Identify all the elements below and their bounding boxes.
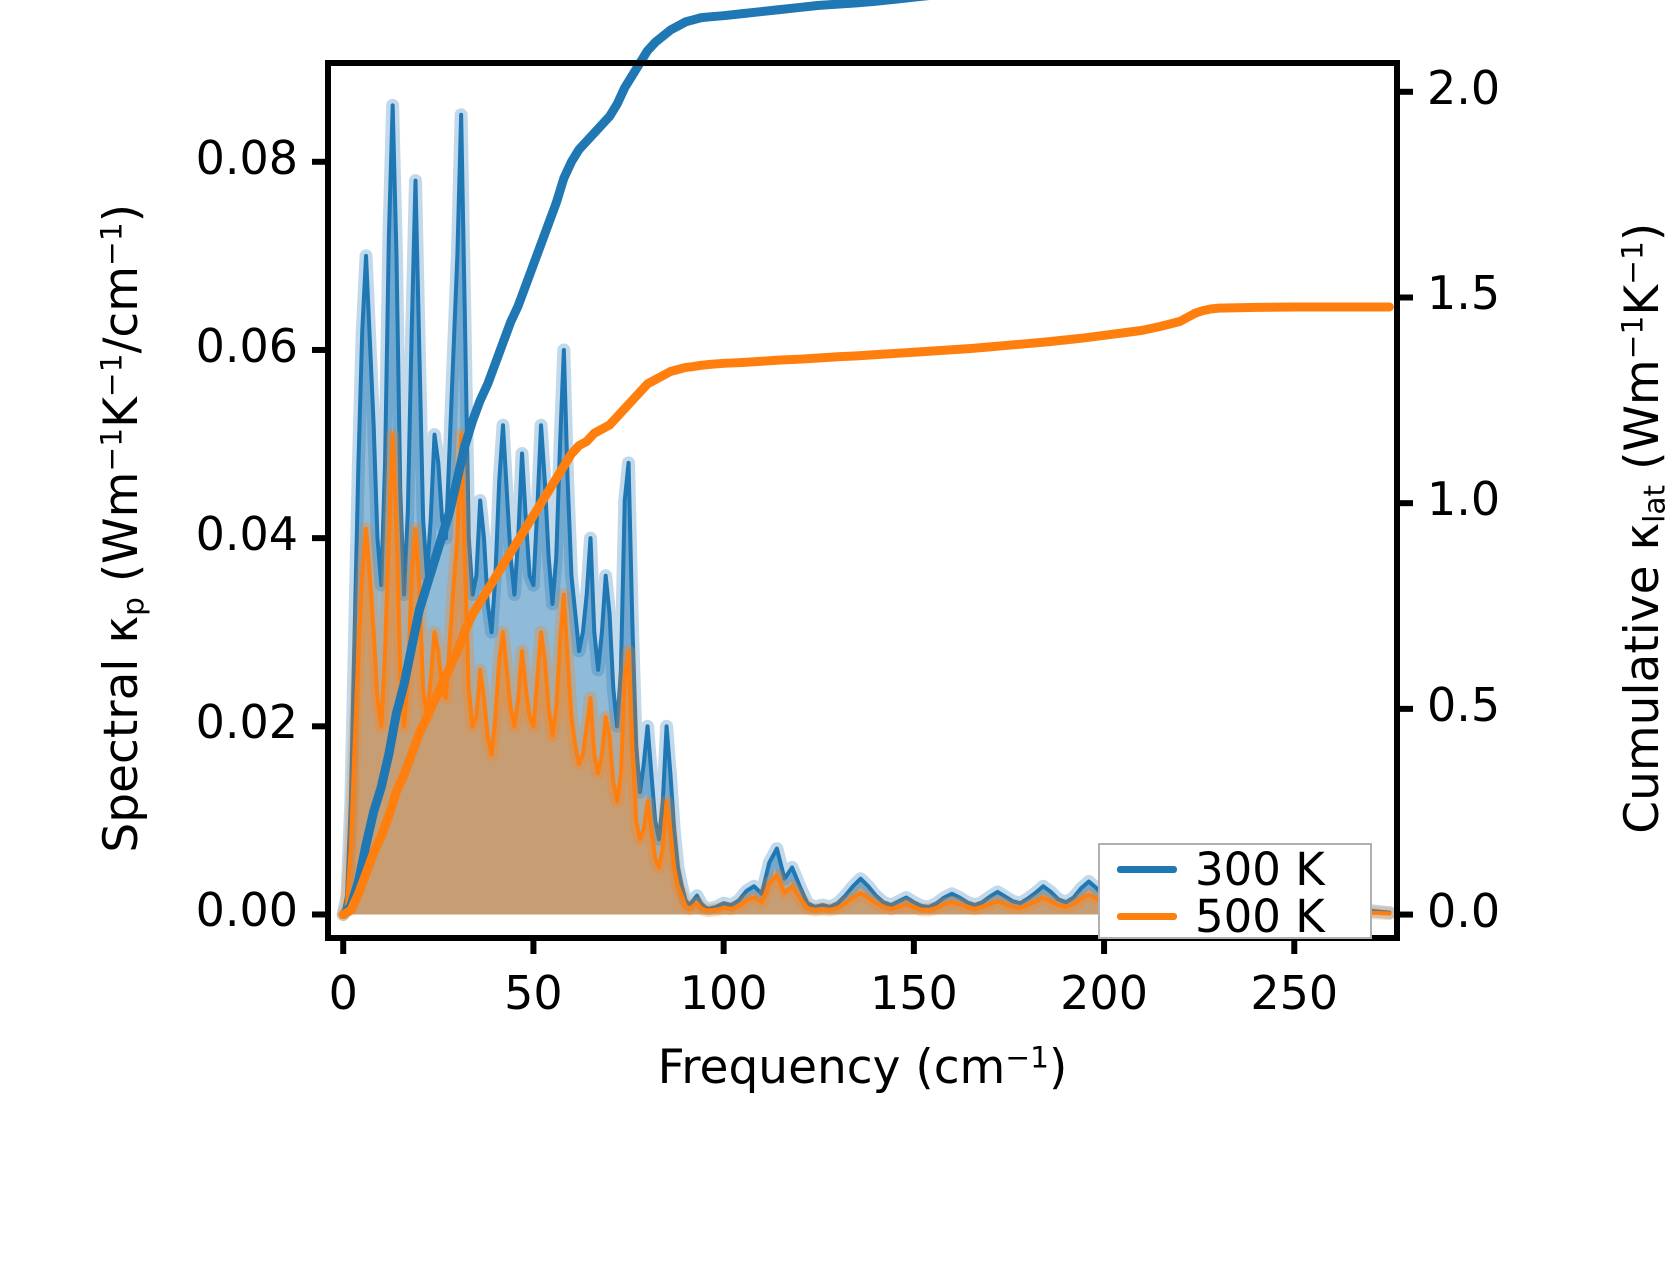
y-left-tick-label-0.04: 0.04	[195, 507, 298, 562]
legend: 300 K 500 K	[1098, 843, 1374, 943]
cumulative-line-300k	[338, 0, 930, 920]
spectral-line-300k	[341, 103, 1392, 917]
legend-swatch-300k	[1117, 866, 1177, 873]
legend-label-500k: 500 K	[1195, 890, 1325, 943]
y-right-tick-label-0.0: 0.0	[1427, 883, 1501, 938]
x-tick-label-150: 150	[869, 966, 958, 1020]
y-left-tick-label-0.02: 0.02	[195, 695, 298, 750]
y-right-tick-label-1.5: 1.5	[1427, 266, 1501, 321]
y-axis-label-right: Cumulative κlat (Wm−1K−1)	[1614, 222, 1672, 834]
spectral-area-300k	[343, 105, 1390, 915]
y-right-tick-label-0.5: 0.5	[1427, 677, 1501, 732]
x-tick-label-250: 250	[1250, 966, 1339, 1020]
y-left-tick-label-0.08: 0.08	[195, 130, 298, 185]
legend-entry-300k[interactable]: 300 K	[1100, 843, 1374, 896]
y-right-tick-label-2.0: 2.0	[1427, 60, 1501, 115]
cumulative-line-500k	[338, 302, 1394, 920]
spectral-line-500k	[341, 432, 1392, 917]
y-left-tick-label-0.06: 0.06	[195, 318, 298, 373]
y-right-tick-label-1.0: 1.0	[1427, 472, 1501, 527]
spectral-area-500k	[343, 434, 1390, 915]
x-tick-label-200: 200	[1060, 966, 1148, 1020]
legend-entry-500k[interactable]: 500 K	[1100, 890, 1374, 943]
legend-swatch-500k	[1117, 913, 1177, 920]
y-left-tick-label-0.00: 0.00	[195, 883, 298, 938]
x-tick-label-50: 50	[504, 966, 563, 1020]
x-axis-label: Frequency (cm−1)	[657, 1040, 1068, 1095]
x-tick-label-100: 100	[679, 966, 768, 1020]
x-tick-label-0: 0	[328, 966, 358, 1020]
legend-label-300k: 300 K	[1195, 843, 1325, 896]
